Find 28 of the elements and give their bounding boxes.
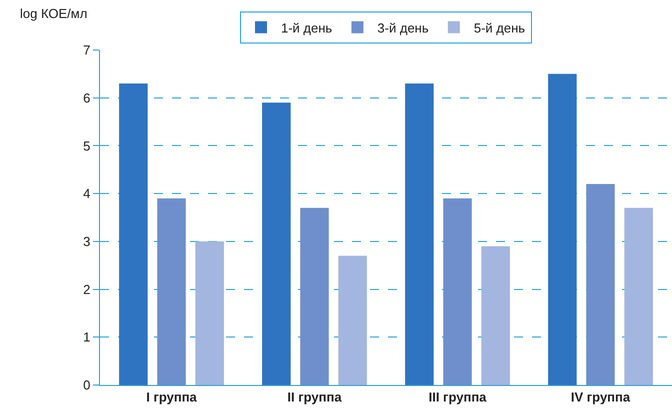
y-tick-label: 5 xyxy=(83,138,90,154)
y-tick-label: 3 xyxy=(83,234,90,249)
y-tick-label: 1 xyxy=(83,330,90,345)
x-tick-label: IV группа xyxy=(570,390,631,405)
bar xyxy=(624,208,653,385)
x-tick-label: I группа xyxy=(146,390,198,405)
x-tick-label: II группа xyxy=(287,390,342,405)
bar xyxy=(157,198,186,385)
bar xyxy=(443,198,472,385)
y-tick-label: 6 xyxy=(83,90,90,106)
x-tick-label: III группа xyxy=(428,390,488,405)
bar xyxy=(338,256,367,385)
bar xyxy=(481,246,510,385)
y-tick-label: 4 xyxy=(83,186,90,202)
y-tick-label: 0 xyxy=(83,378,90,393)
y-tick-label: 7 xyxy=(83,42,90,58)
y-tick-label: 2 xyxy=(83,282,90,297)
y-axis-title: log КОЕ/мл xyxy=(20,6,88,21)
bar xyxy=(300,208,329,385)
legend-label: 5-й день xyxy=(474,20,526,36)
bar xyxy=(195,241,224,385)
bar xyxy=(586,184,615,385)
legend-label: 1-й день xyxy=(281,20,332,36)
bar xyxy=(405,84,434,385)
bar xyxy=(262,102,291,385)
legend-label: 3-й день xyxy=(377,20,429,36)
bar xyxy=(119,84,148,385)
bar xyxy=(548,74,577,385)
